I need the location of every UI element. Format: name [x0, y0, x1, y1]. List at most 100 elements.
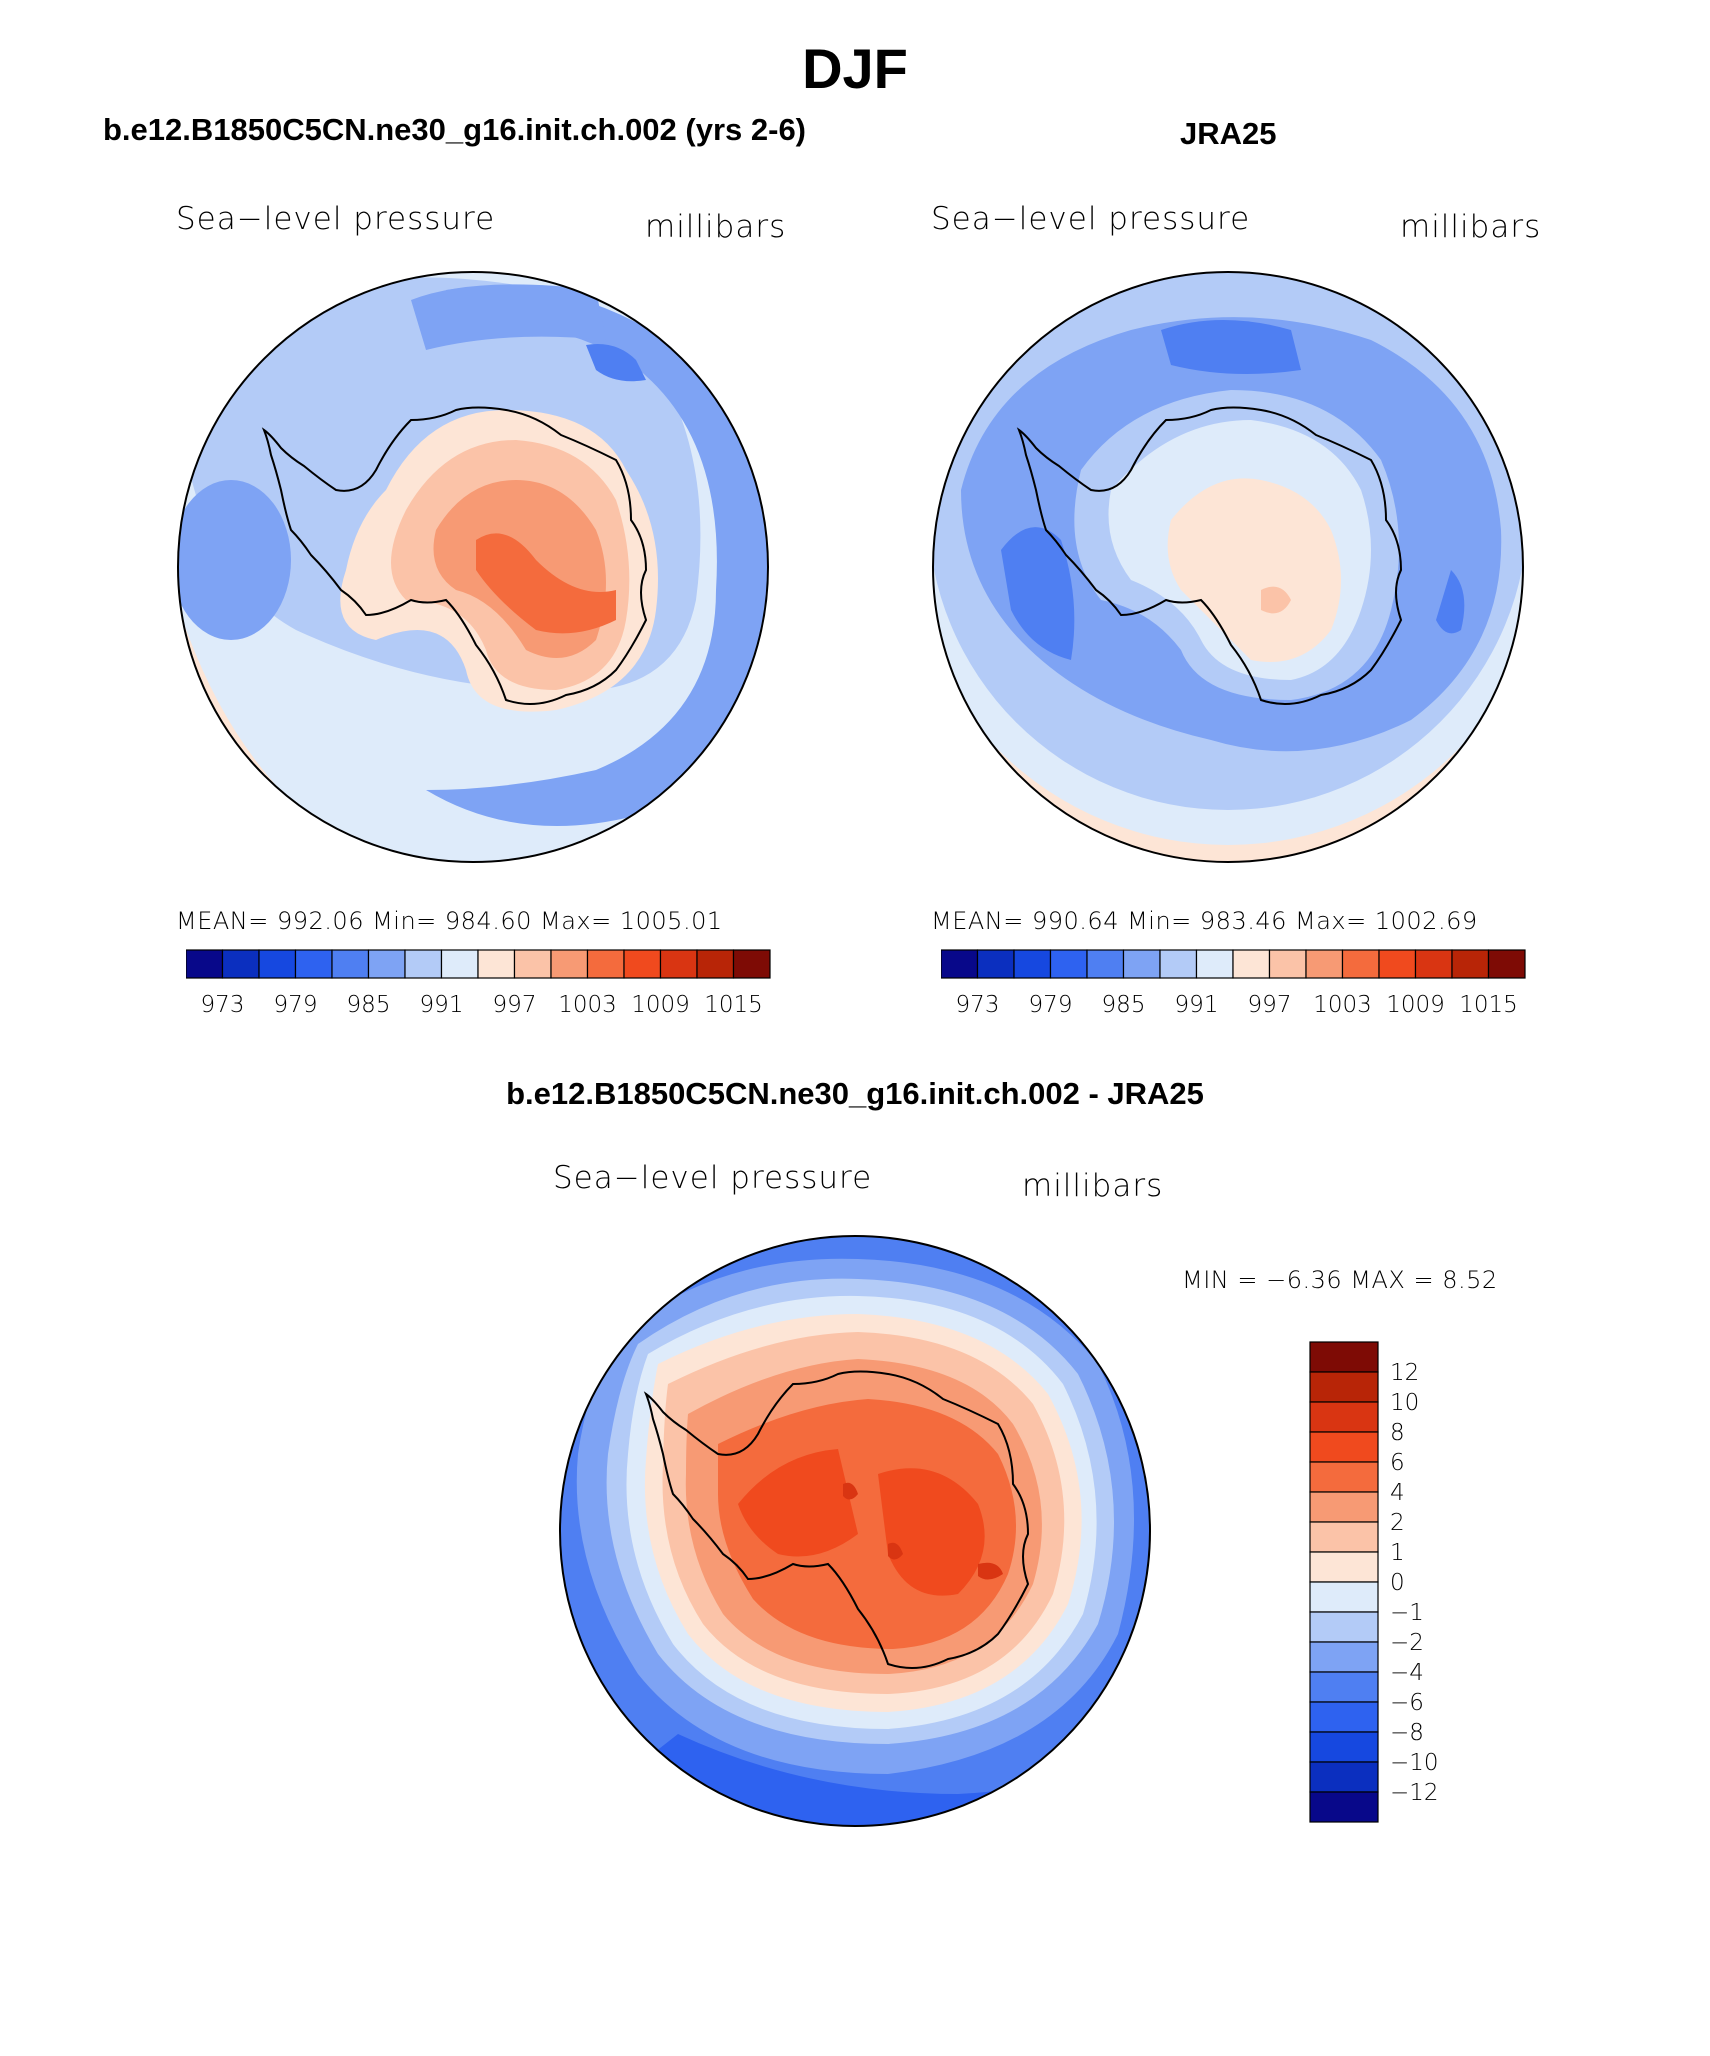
colorbar-box: [477, 949, 516, 979]
model-panel-title: b.e12.B1850C5CN.ne30_g16.init.ch.002 (yr…: [103, 112, 807, 147]
colorbar-tick-label: −4: [1390, 1660, 1424, 1686]
colorbar-box: [1122, 949, 1161, 979]
difference-map: [559, 1235, 1151, 1827]
colorbar-box: [550, 949, 589, 979]
colorbar-box: [1309, 1461, 1379, 1493]
colorbar-box: [1232, 949, 1271, 979]
colorbar-box: [1195, 949, 1234, 979]
model-units-label: millibars: [645, 209, 787, 245]
colorbar-tick-label: 2: [1390, 1510, 1405, 1536]
colorbar-tick-label: 1: [1390, 1540, 1405, 1566]
colorbar-tick-label: 4: [1390, 1480, 1405, 1506]
colorbar-tick-label: 1015: [1459, 992, 1518, 1018]
diff-units-label: millibars: [1022, 1168, 1164, 1204]
model-colorbar-boxes: [186, 949, 771, 979]
colorbar-box: [732, 949, 771, 979]
colorbar-box: [186, 949, 224, 979]
colorbar-box: [1309, 1731, 1379, 1763]
colorbar-tick-label: 985: [1102, 992, 1146, 1018]
colorbar-box: [1309, 1791, 1379, 1823]
colorbar-tick-label: 973: [201, 992, 245, 1018]
colorbar-box: [1013, 949, 1052, 979]
figure-title: DJF: [802, 37, 908, 100]
colorbar-box: [1309, 1551, 1379, 1583]
colorbar-box: [1159, 949, 1198, 979]
colorbar-tick-label: −10: [1390, 1750, 1439, 1776]
colorbar-tick-label: 12: [1390, 1360, 1419, 1386]
colorbar-tick-label: 0: [1390, 1570, 1405, 1596]
colorbar-box: [221, 949, 260, 979]
colorbar-tick-label: 973: [956, 992, 1000, 1018]
obs-colorbar: 973 979 985 991 997 1003 1009 1015: [941, 949, 1526, 1018]
obs-variable-label: Sea−level pressure: [931, 201, 1251, 237]
colorbar-box: [1309, 1641, 1379, 1673]
colorbar-tick-label: 1003: [558, 992, 617, 1018]
colorbar-tick-label: 979: [1029, 992, 1073, 1018]
model-colorbar: 973 979 985 991 997 1003 1009 1015: [186, 949, 771, 1018]
colorbar-box: [513, 949, 552, 979]
colorbar-box: [1378, 949, 1417, 979]
obs-colorbar-ticks: 973 979 985 991 997 1003 1009 1015: [956, 992, 1518, 1018]
obs-map: [932, 271, 1524, 863]
colorbar-tick-label: 1009: [631, 992, 690, 1018]
colorbar-tick-label: −1: [1390, 1600, 1424, 1626]
colorbar-box: [331, 949, 370, 979]
colorbar-tick-label: 6: [1390, 1450, 1405, 1476]
colorbar-box: [1309, 1341, 1379, 1373]
colorbar-tick-label: 985: [347, 992, 391, 1018]
colorbar-tick-label: 997: [1248, 992, 1292, 1018]
colorbar-box: [1086, 949, 1125, 979]
colorbar-box: [1309, 1521, 1379, 1553]
colorbar-box: [696, 949, 735, 979]
diff-variable-label: Sea−level pressure: [553, 1160, 873, 1196]
colorbar-tick-label: 991: [1175, 992, 1219, 1018]
obs-units-label: millibars: [1400, 209, 1542, 245]
colorbar-box: [404, 949, 443, 979]
colorbar-box: [1309, 1581, 1379, 1613]
diff-stats: MIN = −6.36 MAX = 8.52: [1182, 1266, 1498, 1294]
colorbar-box: [1309, 1671, 1379, 1703]
model-map: [177, 271, 769, 863]
colorbar-box: [1309, 1761, 1379, 1793]
colorbar-box: [1309, 1371, 1379, 1403]
colorbar-tick-label: 1015: [704, 992, 763, 1018]
colorbar-tick-label: −6: [1390, 1690, 1424, 1716]
colorbar-tick-label: 8: [1390, 1420, 1405, 1446]
colorbar-box: [1049, 949, 1088, 979]
colorbar-box: [440, 949, 479, 979]
colorbar-box: [1341, 949, 1380, 979]
colorbar-box: [586, 949, 625, 979]
colorbar-box: [258, 949, 297, 979]
obs-stats: MEAN= 990.64 Min= 983.46 Max= 1002.69: [931, 907, 1478, 935]
diff-panel-title: b.e12.B1850C5CN.ne30_g16.init.ch.002 - J…: [506, 1076, 1204, 1111]
colorbar-box: [1309, 1431, 1379, 1463]
colorbar-box: [1305, 949, 1344, 979]
colorbar-box: [941, 949, 979, 979]
colorbar-box: [659, 949, 698, 979]
difference-colorbar-boxes: [1309, 1341, 1379, 1823]
obs-panel-title: JRA25: [1180, 116, 1277, 151]
colorbar-box: [1309, 1491, 1379, 1523]
colorbar-box: [1309, 1401, 1379, 1433]
colorbar-box: [1487, 949, 1526, 979]
colorbar-tick-label: −8: [1390, 1720, 1424, 1746]
colorbar-tick-label: 10: [1390, 1390, 1419, 1416]
colorbar-box: [1309, 1611, 1379, 1643]
model-variable-label: Sea−level pressure: [176, 201, 496, 237]
colorbar-tick-label: 997: [493, 992, 537, 1018]
colorbar-box: [976, 949, 1015, 979]
colorbar-box: [623, 949, 662, 979]
colorbar-tick-label: 991: [420, 992, 464, 1018]
colorbar-box: [1268, 949, 1307, 979]
colorbar-box: [1451, 949, 1490, 979]
colorbar-box: [367, 949, 406, 979]
colorbar-tick-label: 1003: [1313, 992, 1372, 1018]
obs-colorbar-boxes: [941, 949, 1526, 979]
colorbar-tick-label: 1009: [1386, 992, 1445, 1018]
model-colorbar-ticks: 973 979 985 991 997 1003 1009 1015: [201, 992, 763, 1018]
colorbar-box: [1414, 949, 1453, 979]
colorbar-tick-label: 979: [274, 992, 318, 1018]
model-stats: MEAN= 992.06 Min= 984.60 Max= 1005.01: [176, 907, 723, 935]
